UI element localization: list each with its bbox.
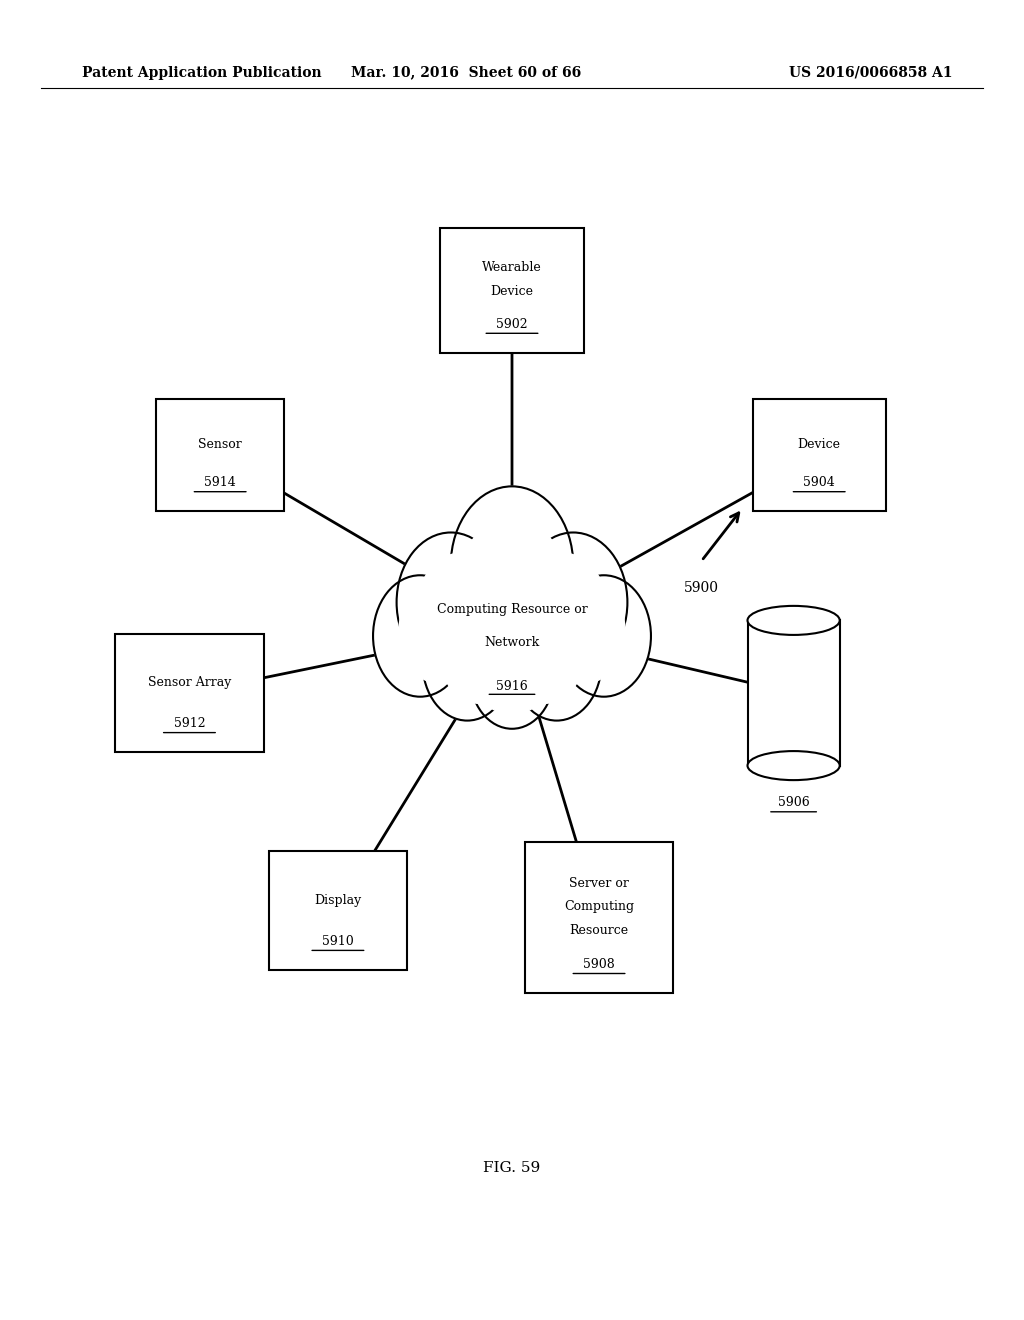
Circle shape (519, 532, 628, 672)
Text: 5912: 5912 (174, 717, 205, 730)
Circle shape (373, 576, 467, 697)
Circle shape (514, 553, 608, 675)
Text: Network: Network (484, 636, 540, 649)
FancyBboxPatch shape (156, 399, 284, 511)
FancyBboxPatch shape (524, 842, 674, 993)
Text: 5906: 5906 (777, 796, 810, 809)
Circle shape (458, 517, 566, 657)
Text: Device: Device (798, 438, 841, 451)
Circle shape (512, 605, 601, 721)
Ellipse shape (748, 751, 840, 780)
Text: 5914: 5914 (204, 477, 237, 488)
Text: Patent Application Publication: Patent Application Publication (82, 66, 322, 79)
FancyBboxPatch shape (753, 399, 886, 511)
FancyBboxPatch shape (268, 851, 408, 970)
Text: 5910: 5910 (322, 935, 354, 948)
Circle shape (439, 601, 519, 704)
FancyBboxPatch shape (440, 227, 584, 352)
Text: Server or: Server or (569, 876, 629, 890)
Circle shape (505, 601, 585, 704)
Text: 5916: 5916 (496, 680, 528, 693)
Text: Device: Device (490, 285, 534, 298)
Text: Display: Display (314, 894, 361, 907)
FancyBboxPatch shape (115, 634, 264, 752)
Circle shape (545, 579, 625, 682)
Text: Sensor: Sensor (199, 438, 242, 451)
Text: Sensor Array: Sensor Array (147, 676, 231, 689)
Ellipse shape (748, 606, 840, 635)
Text: Wearable: Wearable (482, 261, 542, 275)
Text: 5900: 5900 (684, 581, 719, 595)
Circle shape (423, 605, 512, 721)
Text: US 2016/0066858 A1: US 2016/0066858 A1 (788, 66, 952, 79)
Text: Mar. 10, 2016  Sheet 60 of 66: Mar. 10, 2016 Sheet 60 of 66 (351, 66, 581, 79)
Text: FIG. 59: FIG. 59 (483, 1162, 541, 1175)
Text: Resource: Resource (569, 924, 629, 937)
Text: 5908: 5908 (583, 958, 615, 970)
Circle shape (458, 574, 566, 714)
Circle shape (399, 579, 479, 682)
Circle shape (557, 576, 651, 697)
Ellipse shape (748, 606, 840, 635)
Circle shape (451, 486, 573, 644)
Bar (748, 620, 840, 766)
Text: 5902: 5902 (497, 318, 527, 330)
Circle shape (470, 619, 554, 729)
Circle shape (396, 532, 505, 672)
Text: 5904: 5904 (803, 477, 836, 488)
Text: Computing: Computing (564, 900, 634, 913)
Circle shape (416, 553, 510, 675)
Text: Computing Resource or: Computing Resource or (436, 603, 588, 616)
